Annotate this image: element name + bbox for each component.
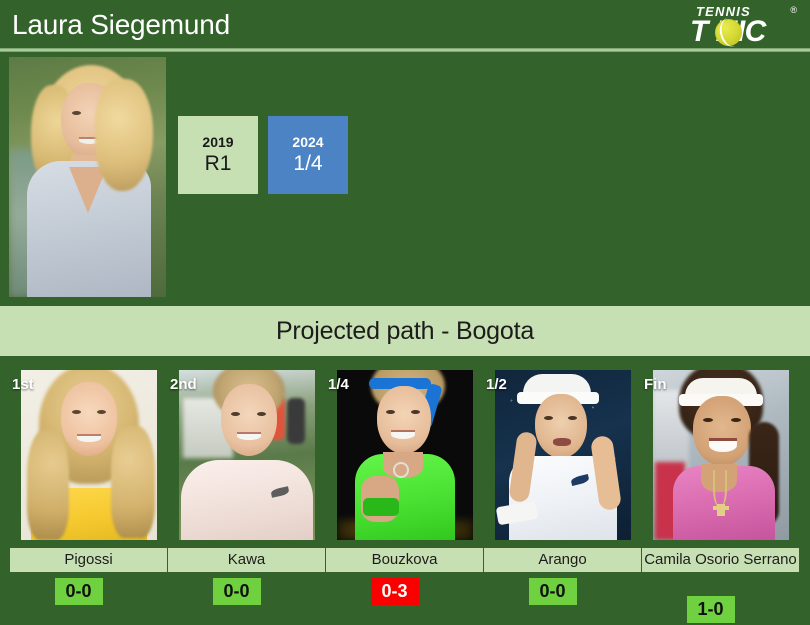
opponent-photo bbox=[337, 370, 473, 540]
stat-box-2019[interactable]: 2019 R1 bbox=[178, 116, 258, 194]
opponent-name: Arango bbox=[484, 548, 641, 572]
opponent-photo bbox=[179, 370, 315, 540]
stat-box-2024[interactable]: 2024 1/4 bbox=[268, 116, 348, 194]
opponent-name: Kawa bbox=[168, 548, 325, 572]
stat-result: R1 bbox=[204, 152, 232, 175]
opponent-photo bbox=[21, 370, 157, 540]
round-label: 2nd bbox=[170, 376, 197, 393]
opponent-photo bbox=[653, 370, 789, 540]
round-label: 1/2 bbox=[486, 376, 507, 393]
player-photo bbox=[9, 57, 166, 297]
header-divider bbox=[0, 48, 810, 52]
registered-trademark-icon: ® bbox=[790, 5, 797, 15]
tennis-ball-icon bbox=[715, 19, 742, 46]
score-badge: 0-3 bbox=[370, 578, 419, 605]
score-badge: 1-0 bbox=[686, 596, 735, 623]
page-title: Laura Siegemund bbox=[12, 9, 231, 40]
opponent-name: Bouzkova bbox=[326, 548, 483, 572]
stat-year: 2024 bbox=[292, 134, 324, 150]
opponent-name: Pigossi bbox=[10, 548, 167, 572]
score-badge: 0-0 bbox=[212, 578, 261, 605]
projected-path-header: Projected path - Bogota bbox=[0, 306, 810, 356]
section-title: Projected path - Bogota bbox=[275, 316, 535, 345]
round-label: Fin bbox=[644, 376, 667, 393]
stat-result: 1/4 bbox=[293, 152, 323, 175]
profile-row: 2019 R1 2024 1/4 bbox=[0, 53, 810, 306]
score-badge: 0-0 bbox=[528, 578, 577, 605]
score-badge: 0-0 bbox=[54, 578, 103, 605]
opponent-photo bbox=[495, 370, 631, 540]
round-label: 1/4 bbox=[328, 376, 349, 393]
page-header: Laura Siegemund TENNIS ® T NIC bbox=[0, 0, 810, 48]
round-label: 1st bbox=[12, 376, 34, 393]
stat-year: 2019 bbox=[202, 134, 234, 150]
projected-path-cards: 1st Pigossi 0-0 2nd bbox=[0, 356, 810, 625]
opponent-name: Camila Osorio Serrano bbox=[642, 548, 799, 572]
tennis-tonic-logo[interactable]: TENNIS ® T NIC bbox=[690, 4, 798, 47]
